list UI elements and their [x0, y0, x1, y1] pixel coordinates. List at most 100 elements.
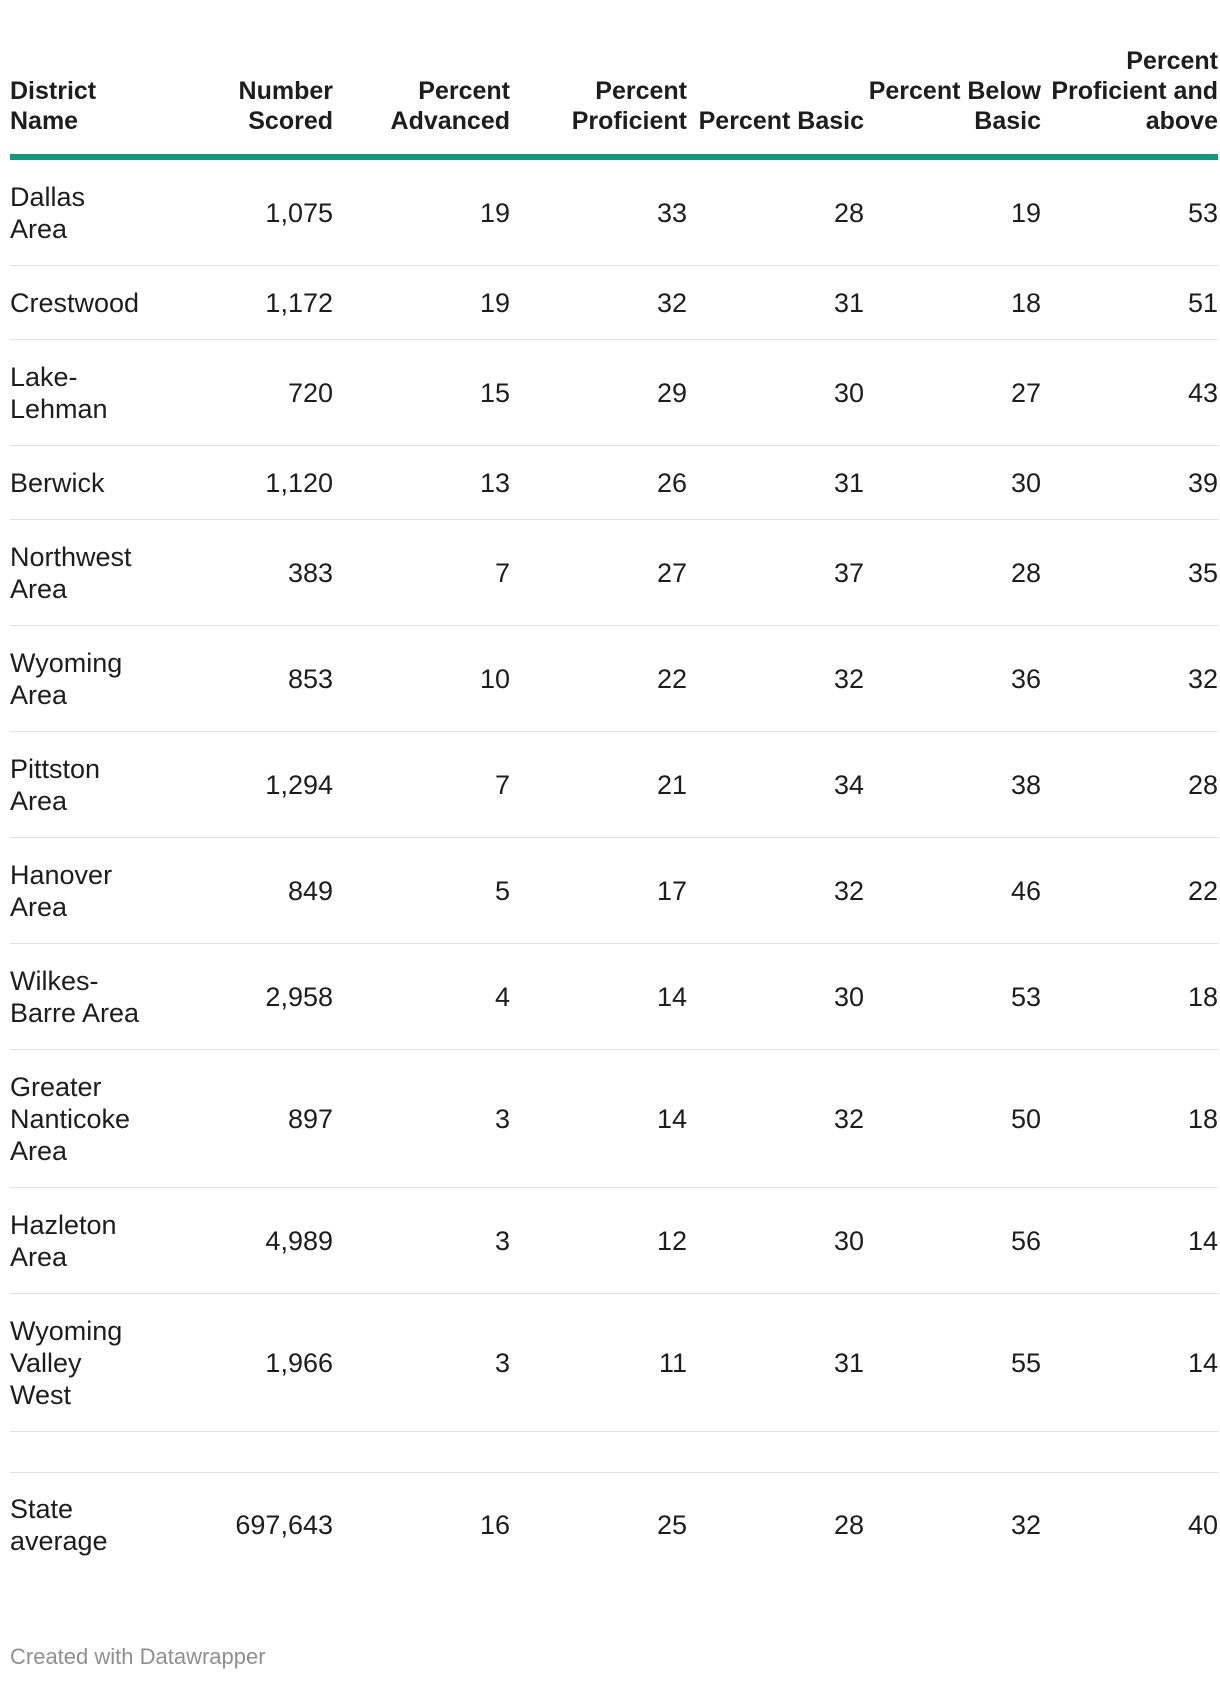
- cell-percent-proficient: 25: [656, 1509, 687, 1540]
- spacer-row: [10, 1431, 1218, 1473]
- cell-number-scored: 383: [147, 519, 333, 626]
- cell-percent-proficient: 22: [510, 625, 687, 732]
- cell-percent-proficient-and-above: 14: [1041, 1187, 1218, 1294]
- table-row: Hanover Area 849 5 17 32 46 22: [10, 837, 1218, 944]
- cell-percent-below-basic: 50: [864, 1049, 1041, 1188]
- cell-percent-below-basic: 18: [864, 265, 1041, 340]
- cell-percent-below-basic: 36: [864, 625, 1041, 732]
- table-row: Pittston Area 1,294 7 21 34 38 28: [10, 731, 1218, 838]
- cell-percent-proficient: 33: [510, 157, 687, 266]
- cell-percent-basic: 30: [687, 1187, 864, 1294]
- table-row: Lake-Lehman 720 15 29 30 27 43: [10, 339, 1218, 446]
- cell-percent-advanced: 4: [333, 943, 510, 1050]
- cell-percent-basic: 31: [687, 265, 864, 340]
- cell-percent-proficient-and-above: 39: [1041, 445, 1218, 520]
- cell-percent-advanced: 7: [333, 731, 510, 838]
- header-percent-basic[interactable]: Percent Basic: [687, 46, 864, 160]
- cell-percent-proficient-and-above: 32: [1041, 625, 1218, 732]
- table-row: Wilkes-Barre Area 2,958 4 14 30 53 18: [10, 943, 1218, 1050]
- cell-percent-proficient-and-above: 43: [1041, 339, 1218, 446]
- cell-percent-proficient: 32: [510, 265, 687, 340]
- cell-number-scored: 1,172: [147, 265, 333, 340]
- cell-percent-proficient-and-above: 51: [1041, 265, 1218, 340]
- data-table: District Name Number Scored Percent Adva…: [10, 46, 1218, 1576]
- cell-number-scored: 849: [147, 837, 333, 944]
- table-row: Berwick 1,120 13 26 31 30 39: [10, 445, 1218, 520]
- cell-district-name: Hanover Area: [10, 837, 147, 944]
- cell-district-name: Pittston Area: [10, 731, 147, 838]
- cell-number-scored: 1,294: [147, 731, 333, 838]
- cell-percent-proficient-and-above: 14: [1041, 1293, 1218, 1432]
- cell-percent-below-basic: 56: [864, 1187, 1041, 1294]
- cell-district-name: Wilkes-Barre Area: [10, 943, 147, 1050]
- footer-credit[interactable]: Created with Datawrapper: [10, 1644, 266, 1669]
- cell-percent-proficient-and-above: 22: [1041, 837, 1218, 944]
- header-percent-advanced[interactable]: Percent Advanced: [333, 46, 510, 160]
- cell-number-scored: 4,989: [147, 1187, 333, 1294]
- header-row: District Name Number Scored Percent Adva…: [10, 46, 1218, 160]
- cell-percent-advanced: 3: [333, 1049, 510, 1188]
- cell-number-scored: 697,643: [235, 1509, 333, 1540]
- cell-percent-advanced: 19: [333, 265, 510, 340]
- cell-percent-advanced: 19: [333, 157, 510, 266]
- cell-percent-below-basic: 19: [864, 157, 1041, 266]
- cell-district-name: Wyoming Valley West: [10, 1293, 147, 1432]
- cell-percent-basic: 37: [687, 519, 864, 626]
- table-row: Wyoming Valley West 1,966 3 11 31 55 14: [10, 1293, 1218, 1432]
- table-row: Dallas Area 1,075 19 33 28 19 53: [10, 157, 1218, 266]
- header-district-name[interactable]: District Name: [10, 46, 147, 160]
- cell-percent-below-basic: 53: [864, 943, 1041, 1050]
- cell-percent-basic: 30: [687, 943, 864, 1050]
- table-row: Hazleton Area 4,989 3 12 30 56 14: [10, 1187, 1218, 1294]
- cell-percent-below-basic: 32: [1010, 1509, 1041, 1540]
- cell-percent-advanced: 10: [333, 625, 510, 732]
- cell-number-scored: 1,966: [147, 1293, 333, 1432]
- cell-district-name: Greater Nanticoke Area: [10, 1049, 147, 1188]
- cell-percent-proficient: 11: [510, 1293, 687, 1432]
- cell-percent-proficient-and-above: 18: [1041, 943, 1218, 1050]
- cell-percent-basic: 32: [687, 625, 864, 732]
- cell-percent-proficient: 12: [510, 1187, 687, 1294]
- table-row: Greater Nanticoke Area 897 3 14 32 50 18: [10, 1049, 1218, 1188]
- cell-percent-basic: 34: [687, 731, 864, 838]
- cell-percent-proficient-and-above: 35: [1041, 519, 1218, 626]
- cell-percent-basic: 31: [687, 1293, 864, 1432]
- cell-percent-proficient-and-above: 53: [1041, 157, 1218, 266]
- cell-percent-proficient: 14: [510, 943, 687, 1050]
- cell-percent-below-basic: 46: [864, 837, 1041, 944]
- cell-number-scored: 2,958: [147, 943, 333, 1050]
- header-number-scored[interactable]: Number Scored: [147, 46, 333, 160]
- header-percent-proficient[interactable]: Percent Proficient: [510, 46, 687, 160]
- table-row: Crestwood 1,172 19 32 31 18 51: [10, 265, 1218, 340]
- header-percent-below-basic[interactable]: Percent Below Basic: [864, 46, 1041, 160]
- cell-percent-advanced: 15: [333, 339, 510, 446]
- cell-percent-proficient: 21: [510, 731, 687, 838]
- cell-percent-advanced: 13: [333, 445, 510, 520]
- cell-percent-proficient: 14: [510, 1049, 687, 1188]
- cell-number-scored: 1,120: [147, 445, 333, 520]
- cell-district-name: Dallas Area: [10, 157, 147, 266]
- cell-district-name: State average: [10, 1493, 108, 1556]
- spacer-cell: [10, 1431, 1218, 1473]
- header-percent-proficient-and-above[interactable]: Percent Proficient and above: [1041, 46, 1218, 160]
- cell-percent-below-basic: 28: [864, 519, 1041, 626]
- cell-percent-below-basic: 30: [864, 445, 1041, 520]
- cell-percent-proficient: 17: [510, 837, 687, 944]
- cell-percent-proficient-and-above: 28: [1041, 731, 1218, 838]
- cell-percent-basic: 28: [833, 1509, 864, 1540]
- cell-percent-proficient-and-above: 18: [1041, 1049, 1218, 1188]
- table-row: Northwest Area 383 7 27 37 28 35: [10, 519, 1218, 626]
- cell-percent-basic: 31: [687, 445, 864, 520]
- cell-percent-advanced: 3: [333, 1293, 510, 1432]
- cell-percent-basic: 30: [687, 339, 864, 446]
- cell-percent-basic: 32: [687, 1049, 864, 1188]
- cell-percent-below-basic: 27: [864, 339, 1041, 446]
- cell-percent-proficient-and-above: 40: [1187, 1509, 1218, 1540]
- table-row: Wyoming Area 853 10 22 32 36 32: [10, 625, 1218, 732]
- cell-percent-proficient: 27: [510, 519, 687, 626]
- cell-percent-below-basic: 55: [864, 1293, 1041, 1432]
- cell-district-name: Berwick: [10, 445, 147, 520]
- cell-district-name: Crestwood: [10, 265, 147, 340]
- cell-number-scored: 853: [147, 625, 333, 732]
